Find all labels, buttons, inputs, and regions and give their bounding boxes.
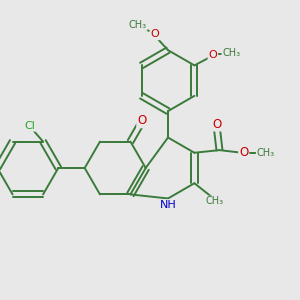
Text: O: O bbox=[137, 114, 146, 128]
Text: CH₃: CH₃ bbox=[129, 20, 147, 30]
Text: O: O bbox=[150, 29, 159, 39]
Text: O: O bbox=[212, 118, 221, 130]
Text: CH₃: CH₃ bbox=[257, 148, 275, 158]
Text: NH: NH bbox=[160, 200, 176, 210]
Text: CH₃: CH₃ bbox=[205, 196, 224, 206]
Text: CH₃: CH₃ bbox=[222, 48, 240, 58]
Text: O: O bbox=[239, 146, 248, 159]
Text: O: O bbox=[208, 50, 217, 60]
Text: Cl: Cl bbox=[24, 121, 35, 131]
